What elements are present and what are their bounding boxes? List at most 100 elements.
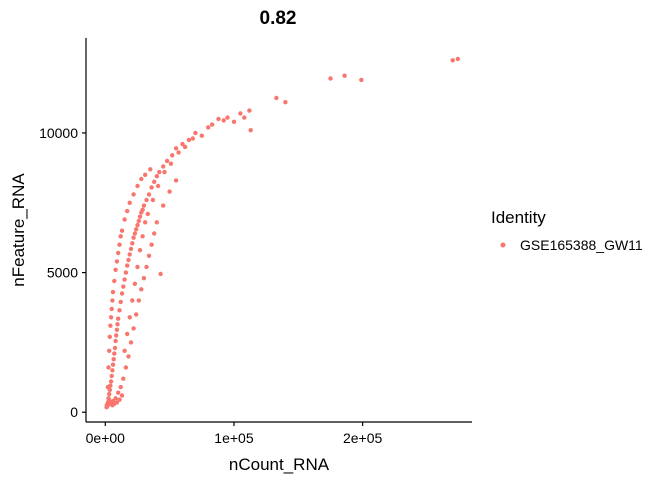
data-point [328,76,333,81]
data-point [128,246,134,252]
data-point [137,214,143,219]
data-point [107,348,112,353]
data-point [121,376,126,381]
data-point [131,192,136,197]
data-point [141,203,147,208]
data-point [173,146,179,151]
data-point [127,252,132,257]
data-point [170,153,175,158]
data-point [128,340,134,345]
data-point [105,384,111,390]
data-point [146,253,152,258]
data-point [274,95,279,101]
data-point [114,400,120,405]
data-point [127,200,132,205]
data-point [139,287,144,292]
data-point [109,373,114,379]
data-point [131,326,136,331]
data-point [134,312,139,317]
data-point [119,228,125,233]
data-point [116,250,121,256]
data-point [106,398,112,403]
data-point [108,323,113,328]
data-point [158,271,163,277]
data-point [242,115,247,120]
data-point [125,331,130,337]
data-point [122,348,127,353]
data-point [247,108,252,113]
data-point [283,100,288,105]
data-point [137,248,143,253]
legend-label: GSE165388_GW11 [520,237,643,253]
data-point [148,167,153,172]
data-point [114,327,120,332]
data-point [238,111,243,116]
data-point [110,289,116,295]
data-point [248,128,253,133]
data-point [112,278,117,284]
data-point [118,234,123,239]
data-point [342,73,347,78]
data-point [117,397,122,402]
data-point [134,227,139,232]
data-point [113,338,118,344]
data-point [140,234,145,239]
data-point [141,276,147,281]
data-point [123,365,129,370]
y-tick-label: 0 [70,404,78,420]
data-point [186,137,192,143]
data-point [199,133,204,138]
data-point [112,345,118,351]
data-point [132,281,138,286]
y-tick-label: 5000 [47,265,78,281]
data-point [110,362,116,367]
data-point [225,115,230,120]
data-point [146,192,152,197]
x-tick-label: 2e+05 [343,430,383,446]
data-point [132,231,138,236]
data-point [216,116,221,122]
data-point [209,122,215,127]
data-point [135,183,140,189]
data-point [144,264,149,270]
data-point [161,203,166,208]
data-point [109,306,114,312]
chart-title: 0.82 [260,8,297,29]
data-point [173,178,179,183]
data-point [180,141,185,147]
data-point [114,259,120,264]
data-point [206,125,211,130]
data-point [112,351,117,356]
data-point [154,174,159,179]
legend: Identity GSE165388_GW11 [491,208,643,253]
data-points [104,56,460,410]
data-point [126,354,131,359]
data-point [113,267,118,272]
x-tick-label: 0e+00 [86,430,126,446]
data-point [114,333,119,338]
data-point [135,222,140,228]
data-point [182,144,188,150]
data-point [107,391,112,397]
x-axis-ticks: 0e+00 1e+05 2e+05 [86,422,383,446]
data-point [157,169,162,175]
data-point [154,220,159,225]
data-point [152,179,157,184]
data-point [150,197,156,203]
data-point [139,176,144,182]
data-point [176,150,181,155]
x-axis-title: nCount_RNA [229,455,330,474]
data-point [122,277,127,282]
data-point [117,242,122,247]
legend-title: Identity [491,208,546,227]
data-point [123,270,129,275]
data-point [145,211,150,217]
data-point [359,77,364,83]
data-point [111,357,116,362]
data-point [167,189,172,194]
data-point [143,220,148,225]
data-point [450,58,455,63]
data-point [118,299,123,305]
data-point [127,315,132,320]
